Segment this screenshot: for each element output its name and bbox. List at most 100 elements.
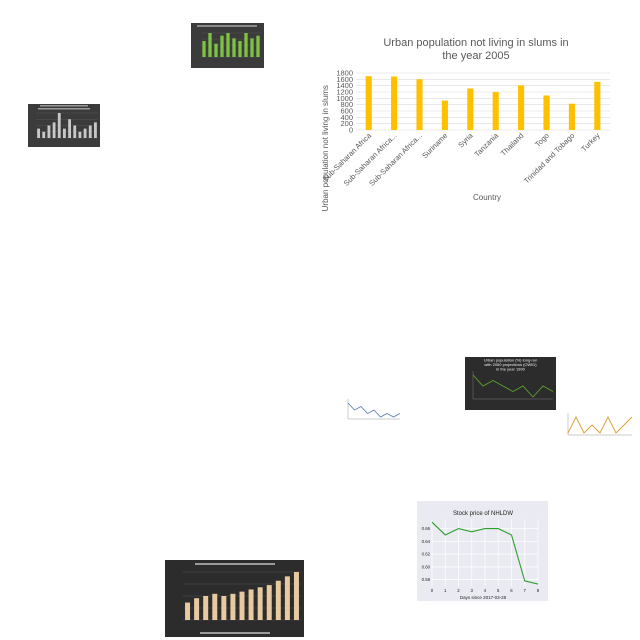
stock-price-line-chart: Stock price of NHLDW Days since 2017-03-…	[417, 501, 548, 601]
y-tick-label: 0.62	[422, 552, 431, 557]
thumbnail-bar	[37, 128, 41, 138]
y-tick-label: 0.58	[422, 577, 431, 582]
y-tick-label: 800	[340, 100, 353, 109]
thumbnail-orange-line-chart	[560, 405, 634, 449]
bar	[416, 79, 423, 130]
thumbnail-bar	[238, 41, 242, 57]
x-tick-label: Thailand	[499, 131, 526, 158]
bar	[492, 92, 499, 130]
y-tick-label: 0.64	[422, 539, 431, 544]
slum-population-bar-chart: Urban population not living in slums in t…	[321, 37, 610, 213]
thumbnail-bar	[214, 43, 218, 57]
thumbnail-green-bar-chart	[191, 23, 264, 68]
thumbnail-bar	[220, 35, 224, 57]
bar	[568, 103, 575, 130]
x-tick-label: Turkey	[579, 131, 602, 154]
x-tick-label: Syria	[456, 130, 475, 149]
stock-price-line	[431, 521, 539, 585]
bar-chart-ylabel: No. of Urban population not living in sl…	[321, 85, 330, 213]
thumbnail-bar	[78, 131, 82, 138]
thumbnail-bar	[57, 113, 61, 138]
bar	[467, 88, 474, 130]
thumbnail-title-mark	[197, 25, 257, 27]
x-tick-label: 7	[524, 588, 527, 593]
thumbnail-bar	[244, 33, 248, 57]
thumbnail-bar	[42, 131, 46, 138]
thumbnail-bar	[194, 598, 200, 620]
x-tick-label: 3	[471, 588, 474, 593]
thumbnail-green-line-title: Urban population (%) long-run with 2050 p…	[484, 358, 538, 372]
x-tick-label: 8	[537, 588, 540, 593]
thumbnail-bar	[93, 122, 97, 138]
y-tick-label: 0.66	[422, 526, 431, 531]
thumbnail-bar	[257, 587, 263, 620]
thumbnail-bar	[203, 596, 209, 620]
y-tick-label: 1800	[336, 69, 353, 78]
thumbnail-bar	[73, 125, 77, 138]
thumbnail-bar	[293, 572, 299, 620]
bar	[594, 81, 601, 130]
y-tick-label: 0	[349, 126, 353, 135]
thumbnail-title-mark	[195, 563, 275, 565]
thumbnail-title-mark	[40, 105, 88, 107]
thumbnail-bar	[83, 128, 87, 138]
x-tick-label: Suriname	[420, 131, 449, 160]
thumbnail-line	[472, 374, 554, 398]
thumbnail-subtitle-mark	[38, 108, 90, 110]
y-tick-label: 600	[340, 107, 353, 116]
thumbnail-bar	[248, 589, 254, 620]
y-tick-label: 200	[340, 119, 353, 128]
thumbnail-gray-bar-chart	[28, 104, 100, 147]
thumbnail-urban-population-line-chart: Urban population (%) long-run with 2050 p…	[465, 357, 556, 410]
thumbnail-bar	[62, 128, 66, 138]
thumbnail-bar	[47, 125, 51, 138]
thumbnail-bar	[256, 35, 260, 57]
stock-chart-title: Stock price of NHLDW	[453, 511, 513, 517]
bar-chart-title: Urban population not living in slums in t…	[383, 37, 568, 62]
y-tick-label: 0.60	[422, 564, 431, 569]
thumbnail-bar	[68, 119, 72, 138]
thumbnail-bar	[239, 591, 245, 620]
x-tick-label: 0	[431, 588, 434, 593]
thumbnail-bar	[185, 602, 191, 620]
x-tick-label: 5	[497, 588, 500, 593]
y-tick-label: 1000	[336, 94, 353, 103]
x-tick-label: 6	[510, 588, 513, 593]
thumbnail-bar	[284, 576, 290, 620]
thumbnail-axes	[472, 371, 553, 400]
bar	[391, 76, 398, 130]
thumbnail-bar	[232, 38, 236, 57]
stock-chart-xlabel: Days since 2017-03-28	[460, 595, 507, 600]
thumbnail-bar	[250, 38, 254, 57]
y-tick-label: 1200	[336, 88, 353, 97]
x-tick-label: Tanzania	[473, 130, 501, 158]
y-tick-label: 400	[340, 113, 353, 122]
thumbnail-bar	[208, 33, 212, 57]
stock-chart-background	[417, 501, 548, 601]
thumbnail-bar	[230, 593, 236, 620]
bar	[518, 85, 525, 130]
thumbnail-bar	[221, 596, 227, 620]
thumbnail-blue-line-chart	[344, 395, 402, 425]
thumbnail-bar	[266, 585, 272, 620]
thumbnail-axes	[347, 399, 400, 420]
thumbnail-bar	[52, 122, 56, 138]
thumbnail-line	[347, 402, 401, 418]
y-tick-label: 1600	[336, 75, 353, 84]
x-tick-label: 1	[444, 588, 447, 593]
thumbnail-tan-bar-chart	[165, 560, 304, 637]
thumbnail-bar	[202, 41, 206, 57]
bar	[365, 76, 372, 130]
thumbnail-bar	[275, 580, 281, 620]
thumbnail-xlabel-mark	[200, 632, 270, 634]
thumbnail-line	[567, 415, 633, 434]
bar	[543, 95, 550, 130]
thumbnail-bar	[88, 125, 92, 138]
bar-chart-xlabel: Country	[473, 193, 501, 202]
thumbnail-axes	[567, 413, 632, 436]
thumbnail-bar	[212, 593, 218, 620]
bar	[441, 100, 448, 130]
x-tick-label: 2	[457, 588, 460, 593]
x-tick-label: 4	[484, 588, 487, 593]
y-tick-label: 1400	[336, 81, 353, 90]
